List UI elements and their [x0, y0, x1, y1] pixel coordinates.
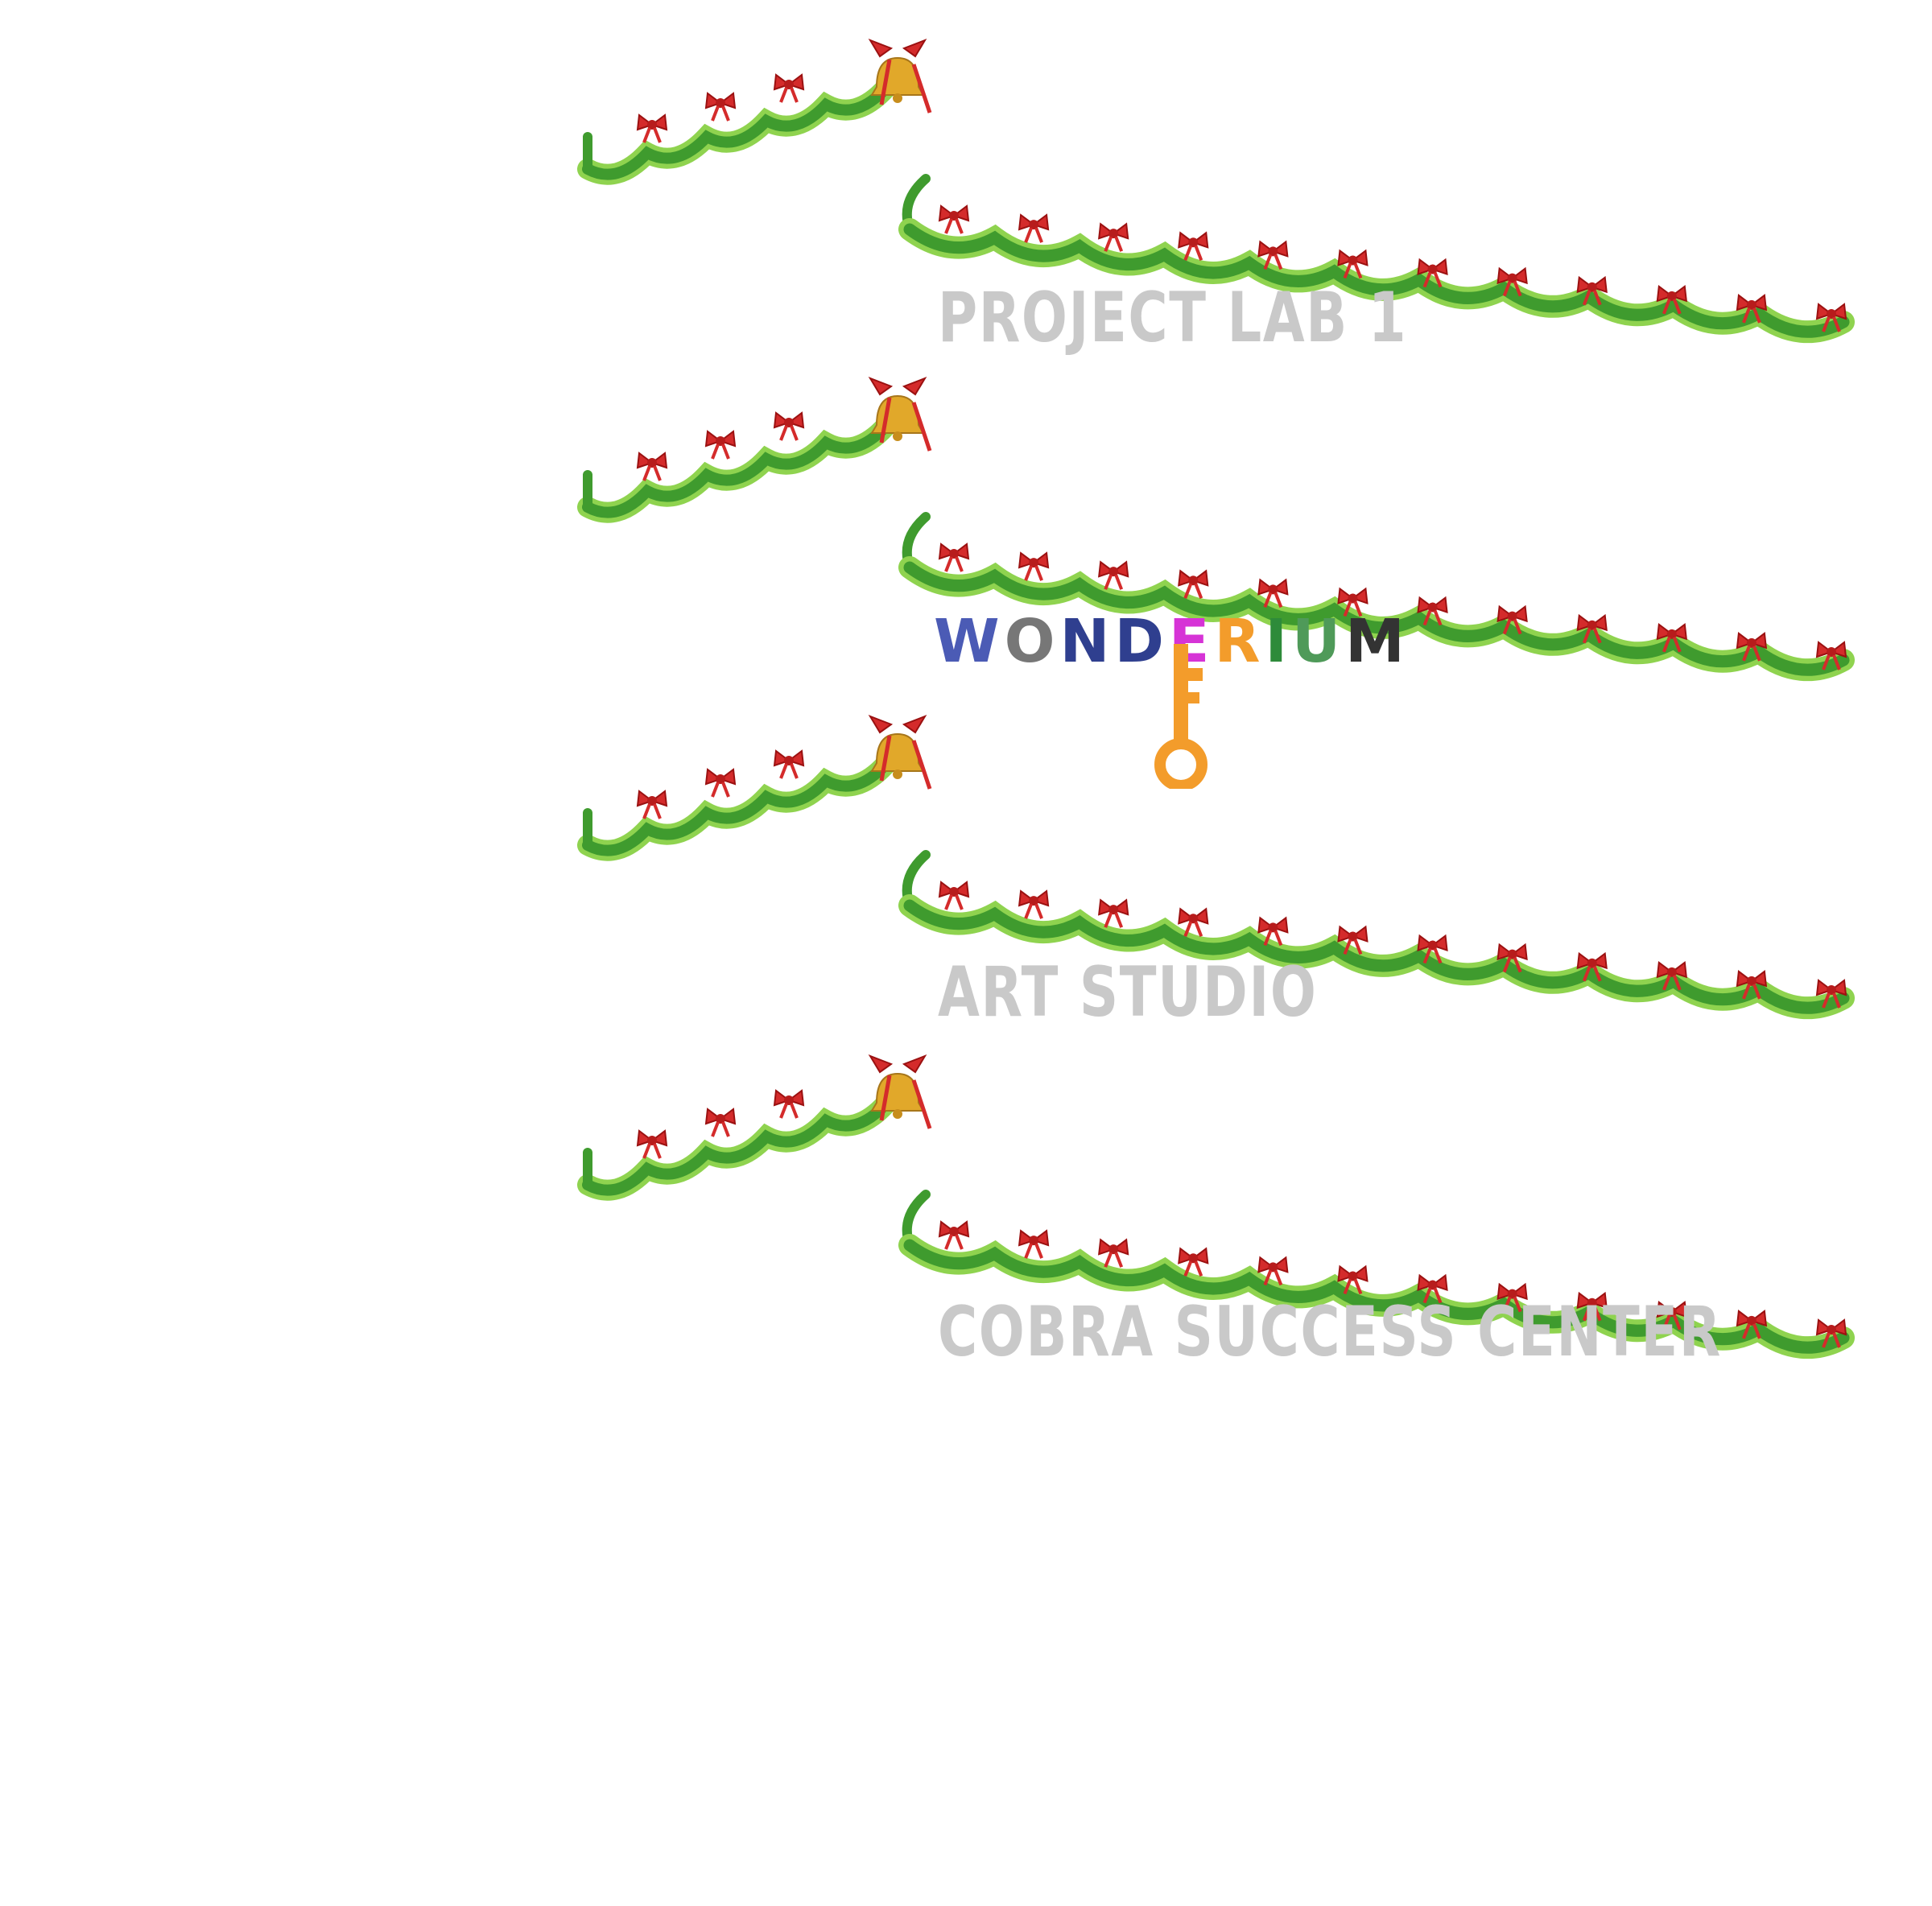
- red-bow-icon: [1177, 231, 1210, 262]
- red-bow-icon: [1655, 622, 1688, 654]
- red-bow-icon: [1257, 240, 1290, 271]
- red-bow-icon: [938, 204, 970, 235]
- red-bow-icon: [636, 790, 668, 820]
- red-bow-icon: [1257, 916, 1290, 947]
- room-label-cobra-success-center: COBRA SUCCESS CENTER: [938, 1292, 1722, 1372]
- room-label-project-lab: PROJECT LAB 1: [938, 278, 1408, 358]
- gold-bell-icon: [870, 378, 930, 451]
- gold-bell-icon: [870, 716, 930, 789]
- red-bow-icon: [1655, 960, 1688, 992]
- red-bow-icon: [1097, 222, 1130, 254]
- logo-letter: N: [1059, 607, 1115, 676]
- red-bow-icon: [1018, 1229, 1051, 1260]
- red-bow-icon: [773, 749, 805, 780]
- red-bow-icon: [1575, 275, 1608, 307]
- red-bow-icon: [1735, 293, 1768, 324]
- red-bow-icon: [704, 1108, 737, 1138]
- red-bow-icon: [636, 452, 668, 482]
- gold-bell-icon: [870, 1056, 930, 1128]
- red-bow-icon: [1257, 578, 1290, 609]
- red-bow-icon: [1097, 560, 1130, 592]
- red-bow-icon: [773, 411, 805, 442]
- red-bow-icon: [1416, 258, 1449, 289]
- red-bow-icon: [1815, 1318, 1847, 1349]
- red-bow-icon: [1496, 266, 1529, 298]
- red-bow-icon: [1575, 613, 1608, 645]
- logo-letter: M: [1345, 607, 1410, 676]
- red-bow-icon: [636, 113, 668, 144]
- red-bow-icon: [1416, 934, 1449, 965]
- logo-letter: D: [1114, 607, 1169, 676]
- room-label-art-studio: ART STUDIO: [938, 952, 1318, 1033]
- red-bow-icon: [1815, 979, 1847, 1009]
- key-icon: [1154, 644, 1208, 789]
- red-bow-icon: [1815, 303, 1847, 333]
- logo-letter: O: [1004, 607, 1060, 676]
- red-bow-icon: [1496, 943, 1529, 974]
- red-bow-icon: [1257, 1256, 1290, 1287]
- logo-text: WONDERIUM: [934, 612, 1410, 671]
- logo-letter: W: [934, 607, 1005, 676]
- red-bow-icon: [1496, 604, 1529, 636]
- logo-letter: U: [1292, 607, 1346, 676]
- red-bow-icon: [704, 768, 737, 798]
- gold-bell-icon: [870, 40, 930, 113]
- red-bow-icon: [1097, 898, 1130, 930]
- red-bow-icon: [773, 1089, 805, 1120]
- red-bow-icon: [1097, 1238, 1130, 1269]
- red-bow-icon: [938, 881, 970, 911]
- red-bow-icon: [1336, 1264, 1369, 1296]
- logo-letter: R: [1214, 607, 1265, 676]
- red-bow-icon: [938, 1220, 970, 1251]
- red-bow-icon: [1735, 631, 1768, 662]
- red-bow-icon: [1655, 284, 1688, 316]
- red-bow-icon: [1336, 925, 1369, 956]
- red-bow-icon: [1575, 951, 1608, 983]
- red-bow-icon: [1336, 249, 1369, 280]
- red-bow-icon: [1735, 1309, 1768, 1340]
- red-bow-icon: [1416, 596, 1449, 627]
- red-bow-icon: [1018, 213, 1051, 245]
- red-bow-icon: [1177, 1247, 1210, 1278]
- red-bow-icon: [1018, 889, 1051, 921]
- red-bow-icon: [1018, 551, 1051, 583]
- red-bow-icon: [636, 1129, 668, 1160]
- red-bow-icon: [1735, 969, 1768, 1000]
- red-bow-icon: [938, 543, 970, 573]
- red-bow-icon: [773, 73, 805, 104]
- logo-letter: I: [1265, 607, 1293, 676]
- red-bow-icon: [1177, 907, 1210, 939]
- wonderium-logo: WONDERIUM: [934, 612, 1417, 789]
- red-bow-icon: [704, 430, 737, 460]
- red-bow-icon: [704, 92, 737, 122]
- red-bow-icon: [1177, 569, 1210, 600]
- red-bow-icon: [1815, 641, 1847, 671]
